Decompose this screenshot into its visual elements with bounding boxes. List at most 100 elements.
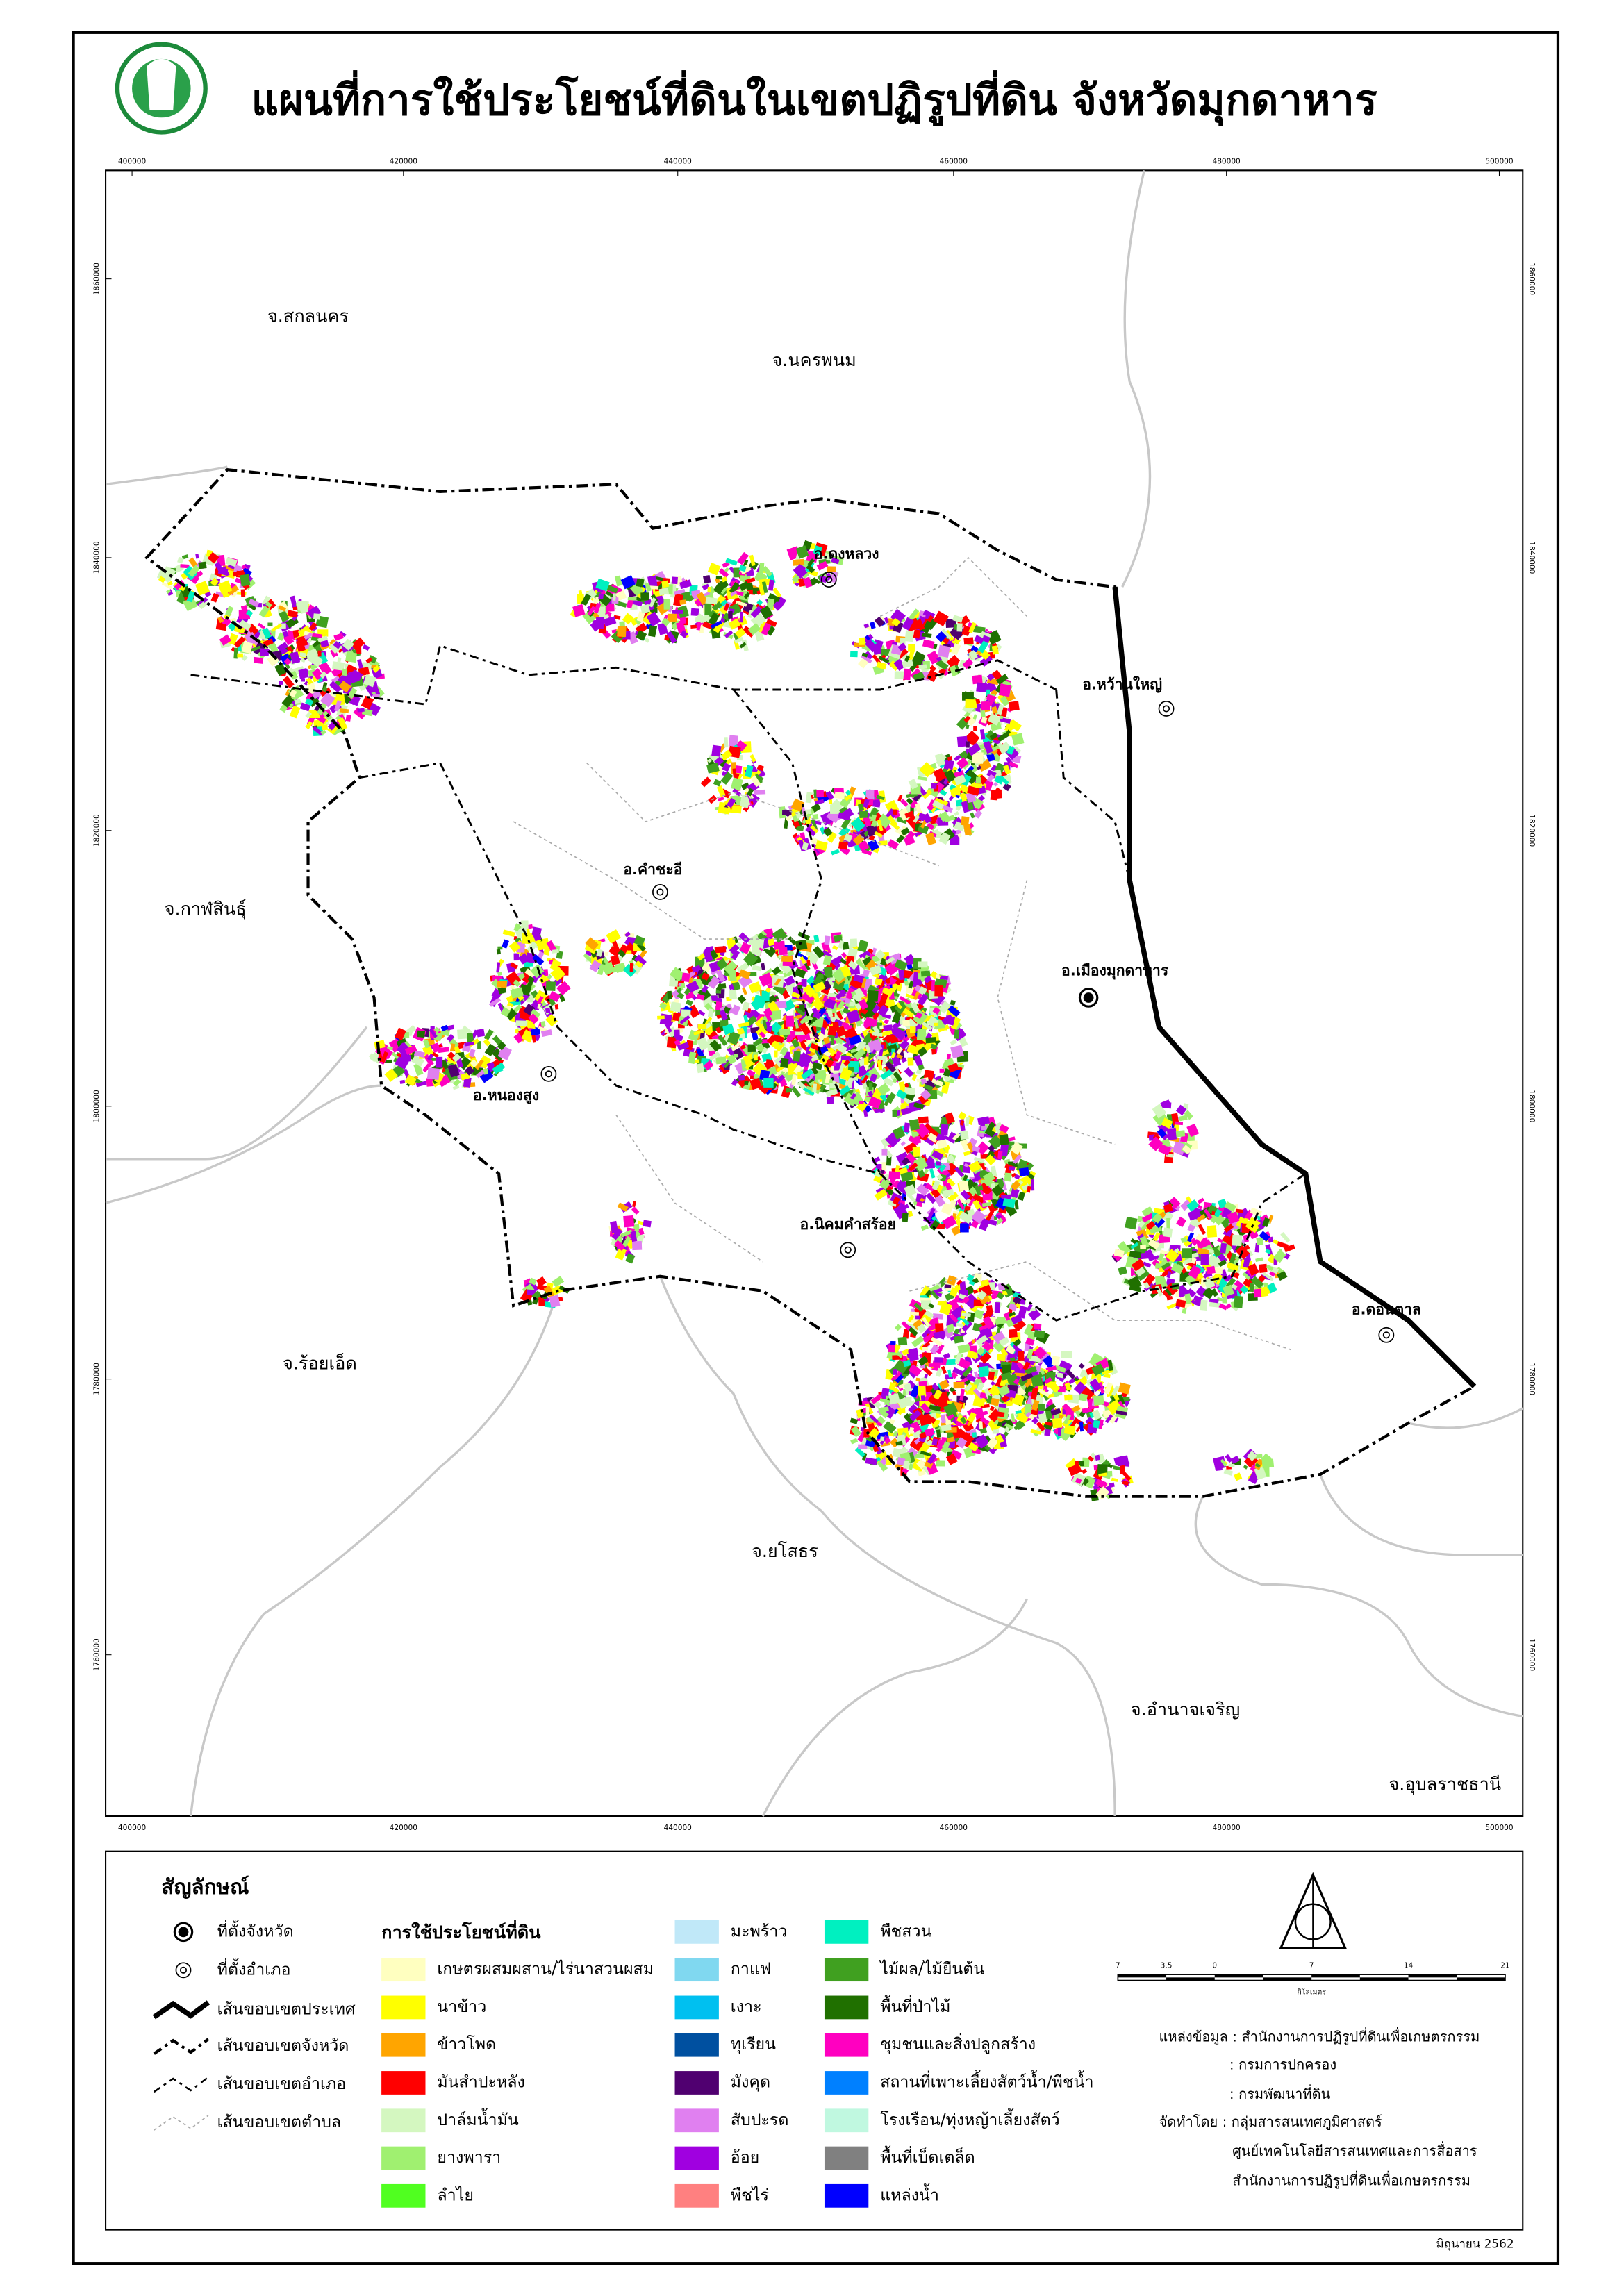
land-use-patch bbox=[718, 568, 729, 579]
land-use-patch bbox=[844, 793, 853, 801]
land-use-patch bbox=[667, 990, 672, 1000]
land-use-patch bbox=[603, 616, 617, 626]
land-use-patch bbox=[317, 650, 322, 657]
land-use-patch bbox=[365, 657, 373, 664]
land-use-patch bbox=[803, 576, 813, 588]
land-use-patch bbox=[981, 701, 991, 711]
land-use-patch bbox=[965, 724, 970, 729]
land-use-patch bbox=[729, 970, 737, 981]
land-use-patch bbox=[1052, 1417, 1063, 1429]
land-use-patch bbox=[261, 595, 271, 607]
land-use-patch bbox=[681, 983, 686, 988]
land-use-patch bbox=[982, 1193, 993, 1201]
land-use-patch bbox=[874, 831, 883, 838]
land-use-patch bbox=[198, 601, 207, 610]
land-use-patch bbox=[738, 565, 747, 572]
land-use-patch bbox=[897, 642, 907, 652]
land-use-patch bbox=[767, 938, 775, 947]
land-use-patch bbox=[904, 810, 915, 819]
land-use-patch bbox=[697, 1024, 707, 1029]
land-use-patch bbox=[238, 619, 251, 631]
land-use-patch bbox=[707, 586, 711, 592]
land-use-patch bbox=[262, 627, 272, 639]
land-use-patch bbox=[188, 557, 198, 568]
land-use-patch bbox=[908, 644, 915, 652]
land-use-patch bbox=[963, 715, 971, 723]
land-use-patch bbox=[763, 928, 774, 939]
land-use-patch bbox=[700, 776, 711, 788]
land-use-patch bbox=[970, 812, 975, 819]
land-use-patch bbox=[287, 610, 298, 618]
land-use-patch bbox=[226, 569, 236, 579]
land-use-patch bbox=[966, 733, 979, 746]
y-tick-label: 1840000 bbox=[1527, 541, 1536, 574]
land-use-patch bbox=[962, 658, 974, 669]
land-use-patch bbox=[745, 765, 754, 778]
x-tick-label: 440000 bbox=[664, 158, 693, 166]
land-use-patch bbox=[966, 741, 970, 748]
land-use-patch bbox=[946, 654, 961, 668]
land-use-patch bbox=[1181, 1248, 1192, 1258]
land-use-patch bbox=[864, 1056, 869, 1065]
land-use-patch bbox=[870, 820, 878, 828]
land-use-patch bbox=[786, 1088, 793, 1093]
land-use-patch bbox=[814, 799, 825, 805]
land-use-patch bbox=[986, 689, 991, 696]
land-use-patch bbox=[595, 578, 610, 592]
land-use-patch bbox=[312, 726, 324, 736]
land-use-patch bbox=[962, 692, 974, 701]
land-use-patch bbox=[943, 778, 949, 785]
land-use-patch bbox=[1038, 1413, 1047, 1423]
land-use-patch bbox=[670, 1001, 682, 1013]
land-use-patch bbox=[260, 648, 270, 657]
land-use-patch bbox=[332, 727, 342, 736]
y-tick-label: 1860000 bbox=[92, 263, 101, 295]
land-use-patch bbox=[888, 1344, 895, 1353]
land-use-patch bbox=[991, 706, 998, 714]
land-use-patch bbox=[718, 797, 724, 801]
land-use-patch bbox=[1044, 1429, 1051, 1436]
land-use-patch bbox=[312, 668, 324, 681]
land-use-patch bbox=[671, 576, 678, 585]
land-use-patch bbox=[861, 652, 868, 658]
land-use-patch bbox=[663, 599, 671, 610]
land-use-patch bbox=[768, 991, 776, 996]
land-use-patch bbox=[645, 582, 652, 592]
sheet-border bbox=[72, 31, 1560, 2265]
land-use-patch bbox=[497, 981, 507, 988]
land-use-patch bbox=[244, 631, 258, 646]
land-use-patch bbox=[738, 1075, 752, 1088]
land-use-patch bbox=[278, 605, 287, 612]
land-use-patch bbox=[762, 565, 773, 577]
land-use-patch bbox=[747, 623, 761, 635]
land-use-patch bbox=[826, 1096, 834, 1104]
land-use-patch bbox=[877, 813, 893, 829]
land-use-patch bbox=[827, 1026, 838, 1036]
land-use-patch bbox=[1211, 1211, 1216, 1215]
land-use-patch bbox=[647, 575, 658, 588]
land-use-patch bbox=[949, 665, 959, 677]
land-use-patch bbox=[734, 636, 744, 644]
land-use-patch bbox=[687, 1004, 700, 1019]
land-use-patch bbox=[166, 589, 172, 594]
land-use-patch bbox=[351, 637, 365, 651]
land-use-patch bbox=[918, 961, 928, 968]
land-use-patch bbox=[805, 792, 813, 804]
land-use-patch bbox=[953, 1381, 965, 1389]
land-use-patch bbox=[629, 963, 634, 972]
land-use-patch bbox=[606, 604, 615, 612]
land-use-patch bbox=[496, 949, 502, 955]
land-use-patch bbox=[703, 574, 711, 584]
land-use-patch bbox=[233, 569, 245, 577]
land-use-patch bbox=[322, 685, 328, 692]
land-use-patch bbox=[978, 1365, 990, 1378]
land-use-patch bbox=[910, 668, 921, 679]
land-use-patch bbox=[954, 811, 959, 817]
land-use-patch bbox=[614, 575, 623, 587]
land-use-patch bbox=[783, 970, 794, 978]
land-use-patch bbox=[339, 708, 349, 713]
land-use-patch bbox=[690, 624, 697, 629]
land-use-patch bbox=[968, 717, 976, 726]
land-use-patch bbox=[763, 1078, 774, 1088]
y-tick-label: 1780000 bbox=[92, 1363, 101, 1395]
